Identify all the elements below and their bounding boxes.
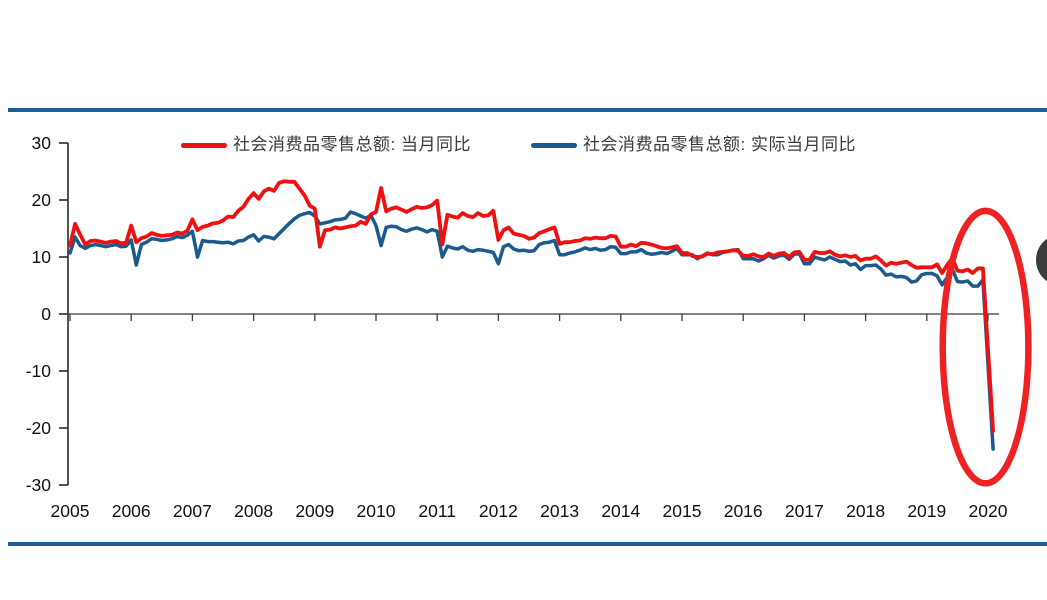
x-axis-label: 2010 xyxy=(357,501,396,521)
y-axis-label: -20 xyxy=(26,418,52,438)
x-axis-label: 2005 xyxy=(51,501,90,521)
x-axis-label: 2017 xyxy=(785,501,824,521)
y-axis-label: 10 xyxy=(32,247,52,267)
x-axis-label: 2007 xyxy=(173,501,212,521)
y-axis-label: -30 xyxy=(26,475,52,495)
x-axis-label: 2011 xyxy=(418,501,456,521)
series-line-nominal xyxy=(68,179,995,433)
legend-label-real: 社会消费品零售总额: 实际当月同比 xyxy=(583,135,856,154)
x-axis-label: 2009 xyxy=(295,501,334,521)
bottom-divider-rule xyxy=(8,542,1047,546)
x-axis-label: 2020 xyxy=(969,501,1008,521)
side-floating-button[interactable] xyxy=(1036,234,1047,286)
legend-item-nominal: 社会消费品零售总额: 当月同比 xyxy=(181,133,471,157)
y-axis-label: 0 xyxy=(41,304,51,324)
series-line-real xyxy=(68,210,995,451)
top-divider-rule xyxy=(8,108,1047,112)
x-axis-label: 2014 xyxy=(601,501,640,521)
legend-item-real: 社会消费品零售总额: 实际当月同比 xyxy=(531,133,856,157)
x-axis-label: 2019 xyxy=(907,501,946,521)
x-axis-label: 2015 xyxy=(663,501,702,521)
legend-line-swatch-nominal xyxy=(181,142,227,148)
x-axis-label: 2018 xyxy=(846,501,885,521)
y-axis-label: -10 xyxy=(26,361,52,381)
x-axis-label: 2013 xyxy=(540,501,579,521)
legend-label-nominal: 社会消费品零售总额: 当月同比 xyxy=(233,135,471,154)
x-axis-label: 2008 xyxy=(234,501,273,521)
y-axis-label: 30 xyxy=(32,133,52,153)
x-axis-label: 2012 xyxy=(479,501,518,521)
legend-line-swatch-real xyxy=(531,142,577,148)
highlight-ellipse xyxy=(939,207,1032,487)
y-axis-label: 20 xyxy=(32,190,52,210)
x-axis-label: 2006 xyxy=(112,501,151,521)
x-axis-label: 2016 xyxy=(724,501,763,521)
